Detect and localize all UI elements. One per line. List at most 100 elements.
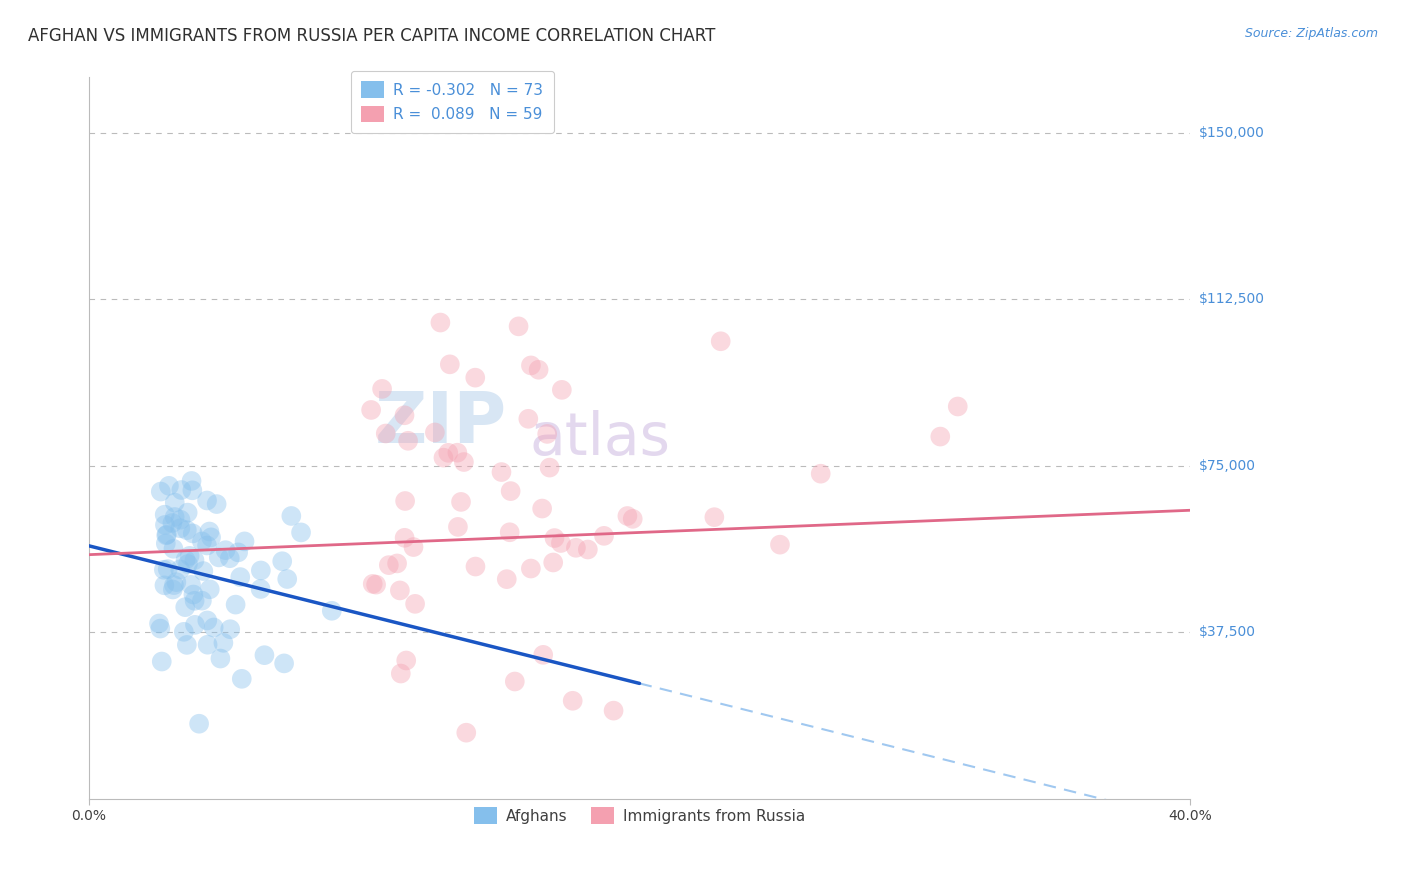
Point: [280, 508, 302, 523]
Point: [551, 383, 574, 397]
Point: [195, 614, 218, 628]
Point: [389, 666, 412, 681]
Point: [209, 651, 232, 665]
Legend: Afghans, Immigrants from Russia: Afghans, Immigrants from Russia: [464, 797, 815, 835]
Text: Source: ZipAtlas.com: Source: ZipAtlas.com: [1244, 27, 1378, 40]
Point: [703, 510, 725, 524]
Point: [183, 553, 205, 567]
Point: [177, 557, 200, 571]
Point: [231, 672, 253, 686]
Point: [541, 556, 564, 570]
Point: [576, 542, 599, 557]
Point: [169, 521, 191, 535]
Point: [208, 550, 231, 565]
Point: [195, 539, 218, 553]
Point: [404, 597, 426, 611]
Point: [153, 508, 176, 522]
Point: [464, 370, 486, 384]
Point: [810, 467, 832, 481]
Point: [156, 527, 179, 541]
Point: [174, 553, 197, 567]
Point: [561, 694, 583, 708]
Point: [621, 512, 644, 526]
Point: [395, 653, 418, 667]
Point: [360, 403, 382, 417]
Point: [371, 382, 394, 396]
Point: [374, 426, 396, 441]
Point: [163, 578, 186, 592]
Point: [156, 562, 179, 576]
Point: [162, 541, 184, 556]
Point: [176, 506, 198, 520]
Point: [181, 483, 204, 498]
Point: [250, 564, 273, 578]
Point: [179, 549, 201, 563]
Point: [394, 494, 416, 508]
Point: [249, 582, 271, 596]
Point: [191, 593, 214, 607]
Point: [197, 638, 219, 652]
Text: ZIP: ZIP: [375, 389, 508, 458]
Point: [495, 572, 517, 586]
Point: [602, 704, 624, 718]
Point: [219, 622, 242, 636]
Point: [769, 538, 792, 552]
Point: [394, 409, 416, 423]
Point: [550, 536, 572, 550]
Point: [214, 543, 236, 558]
Point: [531, 501, 554, 516]
Point: [205, 497, 228, 511]
Text: $75,000: $75,000: [1198, 458, 1256, 473]
Point: [155, 528, 177, 542]
Point: [163, 510, 186, 524]
Point: [499, 525, 522, 540]
Point: [396, 434, 419, 448]
Text: $37,500: $37,500: [1198, 625, 1256, 640]
Point: [453, 455, 475, 469]
Point: [520, 359, 543, 373]
Point: [450, 495, 472, 509]
Text: atlas: atlas: [530, 409, 671, 467]
Point: [531, 648, 554, 662]
Point: [200, 530, 222, 544]
Point: [321, 604, 343, 618]
Point: [183, 594, 205, 608]
Point: [153, 563, 176, 577]
Point: [361, 577, 384, 591]
Point: [212, 636, 235, 650]
Point: [946, 400, 969, 414]
Point: [543, 531, 565, 545]
Point: [198, 524, 221, 539]
Point: [538, 460, 561, 475]
Point: [183, 588, 205, 602]
Point: [508, 319, 530, 334]
Point: [163, 495, 186, 509]
Point: [593, 529, 616, 543]
Point: [195, 493, 218, 508]
Point: [429, 316, 451, 330]
Point: [276, 572, 298, 586]
Point: [153, 517, 176, 532]
Point: [929, 429, 952, 443]
Point: [180, 474, 202, 488]
Point: [169, 513, 191, 527]
Point: [447, 520, 470, 534]
Point: [402, 540, 425, 554]
Text: $150,000: $150,000: [1198, 126, 1264, 140]
Point: [423, 425, 446, 440]
Point: [446, 445, 468, 459]
Point: [165, 575, 187, 590]
Point: [233, 534, 256, 549]
Point: [364, 577, 387, 591]
Point: [394, 531, 416, 545]
Point: [149, 622, 172, 636]
Point: [188, 716, 211, 731]
Point: [150, 655, 173, 669]
Point: [437, 446, 460, 460]
Point: [184, 618, 207, 632]
Point: [162, 582, 184, 597]
Point: [173, 624, 195, 639]
Point: [517, 412, 540, 426]
Point: [491, 465, 513, 479]
Point: [155, 536, 177, 550]
